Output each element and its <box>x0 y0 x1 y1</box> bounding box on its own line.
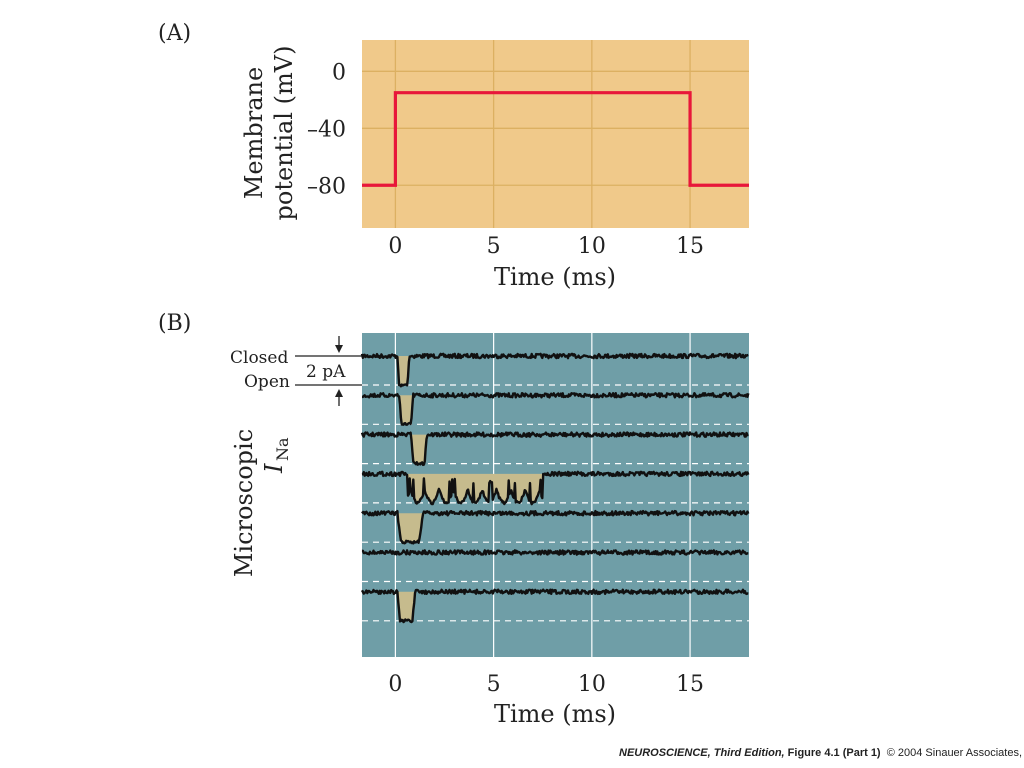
panel-b-x-tick-2: 10 <box>578 672 606 697</box>
panel-a-x-tick-labels: 0 5 10 15 <box>388 234 704 259</box>
panel-a-y-tick-labels: 0 –40 –80 <box>307 60 346 199</box>
panel-a: (A) 0 5 10 15 0 –40 –80 Time (ms) Membrane po… <box>158 21 749 291</box>
panel-b: (B) 0 5 10 15 Time (ms) Microscopic I Na Cl… <box>158 311 750 728</box>
panel-b-label: (B) <box>158 311 191 336</box>
open-fill-6-0 <box>397 591 415 622</box>
trace-3 <box>361 470 750 506</box>
panel-b-y-axis-symbol: I <box>260 463 288 474</box>
trace-5 <box>361 549 749 556</box>
panel-b-x-tick-1: 5 <box>487 672 501 697</box>
open-label: Open <box>244 372 290 392</box>
open-fill-0-0 <box>397 356 410 387</box>
open-fill-2-0 <box>411 434 427 465</box>
panel-b-y-axis-title: Microscopic <box>230 429 258 577</box>
panel-a-y-tick-1: –40 <box>307 117 346 142</box>
panel-b-x-tick-labels: 0 5 10 15 <box>388 672 704 697</box>
panel-a-y-axis-title-line2: potential (mV) <box>270 46 298 221</box>
trace-4 <box>361 509 750 545</box>
panel-a-x-tick-0: 0 <box>388 234 402 259</box>
credit-edition: , Third Edition, <box>707 747 785 759</box>
panel-b-x-tick-0: 0 <box>388 672 402 697</box>
panel-a-y-tick-2: –80 <box>307 174 346 199</box>
trace-1 <box>361 392 750 426</box>
panel-a-grid <box>362 40 749 228</box>
trace-0 <box>360 352 749 388</box>
scale-arrow-bottom-head <box>335 389 343 397</box>
single-channel-traces <box>360 352 750 624</box>
panel-b-x-tick-3: 15 <box>676 672 704 697</box>
open-fill-1-0 <box>399 395 414 425</box>
scale-bar-label: 2 pA <box>306 362 346 382</box>
panel-a-x-tick-1: 5 <box>487 234 501 259</box>
panel-b-x-axis-title: Time (ms) <box>494 700 616 728</box>
panel-a-x-tick-3: 15 <box>676 234 704 259</box>
panel-a-x-axis-title: Time (ms) <box>494 263 616 291</box>
scale-arrow-top-head <box>335 345 343 353</box>
credit-book-title: NEUROSCIENCE <box>619 747 708 759</box>
panel-a-x-tick-2: 10 <box>578 234 606 259</box>
figure-credit: NEUROSCIENCE, Third Edition, Figure 4.1 … <box>619 747 1024 759</box>
open-fill-4-0 <box>397 513 423 544</box>
membrane-potential-line <box>362 91 749 187</box>
panel-a-y-tick-0: 0 <box>332 60 346 85</box>
trace-2 <box>360 431 749 467</box>
trace-6 <box>360 588 749 624</box>
panel-b-y-axis-subscript: Na <box>273 437 292 461</box>
panel-b-grid <box>362 333 749 657</box>
credit-copyright: © 2004 Sinauer Associates, Inc. <box>886 747 1024 759</box>
credit-figure-number: Figure 4.1 (Part 1) <box>784 747 881 759</box>
closed-label: Closed <box>230 348 288 368</box>
panel-a-label: (A) <box>158 21 191 46</box>
panel-a-y-axis-title-line1: Membrane <box>240 67 268 199</box>
